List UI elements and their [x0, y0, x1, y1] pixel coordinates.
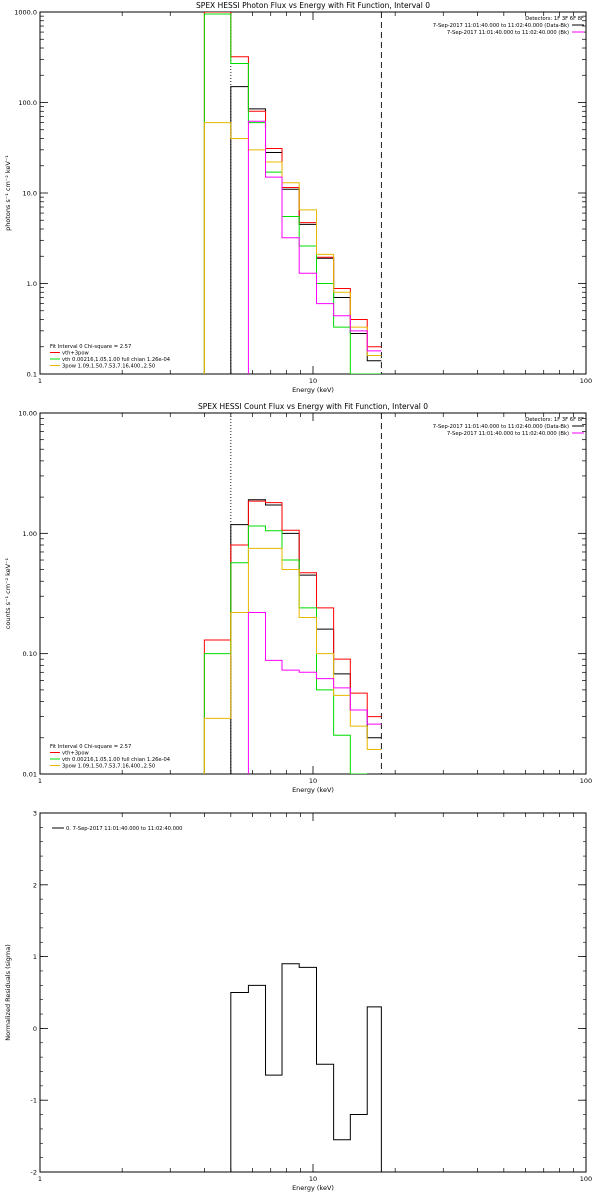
legend-fit-header: Fit Interval 0 Chi-square = 2.57 [50, 344, 131, 350]
data-area [230, 963, 382, 1172]
x-tick-label: 1 [38, 777, 42, 785]
series-step-line-4 [247, 120, 382, 374]
y-tick-label: 0.10 [23, 650, 37, 658]
series-step-line-1 [203, 500, 382, 774]
legend-item-label: vth 0.00216,1.05,1.00 full chian 1.26e-0… [62, 757, 171, 763]
x-tick-label: 1 [38, 377, 42, 385]
y-tick-label: 1.00 [23, 530, 37, 538]
legend-fit-header: Fit Interval 0 Chi-square = 2.57 [50, 744, 131, 750]
y-tick-label: 3 [33, 810, 37, 818]
x-tick-label: 100 [580, 777, 592, 785]
legend-item-label: 0. 7-Sep-2017 11:01:40.000 to 11:02:40.0… [66, 826, 182, 832]
x-tick-label: 10 [309, 1175, 317, 1183]
legend-detectors: Detectors: 1F 3F 6F 8F [525, 16, 584, 22]
y-tick-label: 100.0 [18, 99, 37, 107]
y-axis-label: photons s⁻¹ cm⁻² keV⁻¹ [4, 155, 12, 231]
x-tick-label: 10 [309, 377, 317, 385]
y-tick-label: 10.00 [18, 410, 37, 418]
y-tick-label: -1 [31, 1097, 37, 1105]
residual-step-line [230, 963, 382, 1172]
chart-title: SPEX HESSI Count Flux vs Energy with Fit… [198, 402, 428, 411]
y-tick-label: -2 [31, 1169, 37, 1177]
x-tick-label: 100 [580, 1175, 592, 1183]
series-step-line-3 [203, 547, 382, 774]
y-tick-label: 0.01 [23, 771, 37, 779]
legend-item-label: vth 0.00216,1.05,1.00 full chian 1.26e-0… [62, 357, 171, 363]
legend-item-label: 7-Sep-2017 11:01:40.000 to 11:02:40.000 … [447, 30, 569, 36]
y-tick-label: 0 [33, 1025, 37, 1033]
x-axis-label: Energy (keV) [292, 386, 334, 394]
x-tick-label: 1 [38, 1175, 42, 1183]
y-tick-label: 1.0 [27, 280, 37, 288]
data-area [203, 499, 382, 774]
x-tick-label: 100 [580, 377, 592, 385]
legend-item-label: vth+3pow [62, 751, 90, 757]
series-step-line-4 [247, 611, 382, 774]
data-area [203, 12, 382, 374]
y-tick-label: 10.0 [23, 190, 37, 198]
series-step-line-2 [203, 13, 382, 374]
legend-item-label: 3pow 1.09,1.50,7.53,7.16,400.,2.50 [62, 364, 155, 370]
legend-item-label: 7-Sep-2017 11:01:40.000 to 11:02:40.000 … [433, 23, 569, 29]
y-axis-label: counts s⁻¹ cm⁻² keV⁻¹ [4, 557, 12, 629]
y-tick-label: 1 [33, 953, 37, 961]
y-tick-label: 1000.0 [14, 9, 37, 17]
y-tick-label: 0.1 [27, 371, 37, 379]
chart-title: SPEX HESSI Photon Flux vs Energy with Fi… [196, 1, 430, 10]
legend-detectors: Detectors: 1F 3F 6F 8F [525, 417, 584, 423]
x-axis-label: Energy (keV) [292, 1184, 334, 1192]
legend-item-label: 3pow 1.09,1.50,7.53,7.16,400.,2.50 [62, 764, 155, 770]
legend-item-label: vth+3pow [62, 351, 90, 357]
y-tick-label: 2 [33, 881, 37, 889]
legend-item-label: 7-Sep-2017 11:01:40.000 to 11:02:40.000 … [447, 431, 569, 437]
y-axis-label: Normalized Residuals (sigma) [4, 944, 12, 1041]
x-tick-label: 10 [309, 777, 317, 785]
legend-item-label: 7-Sep-2017 11:01:40.000 to 11:02:40.000 … [433, 424, 569, 430]
x-axis-label: Energy (keV) [292, 786, 334, 794]
